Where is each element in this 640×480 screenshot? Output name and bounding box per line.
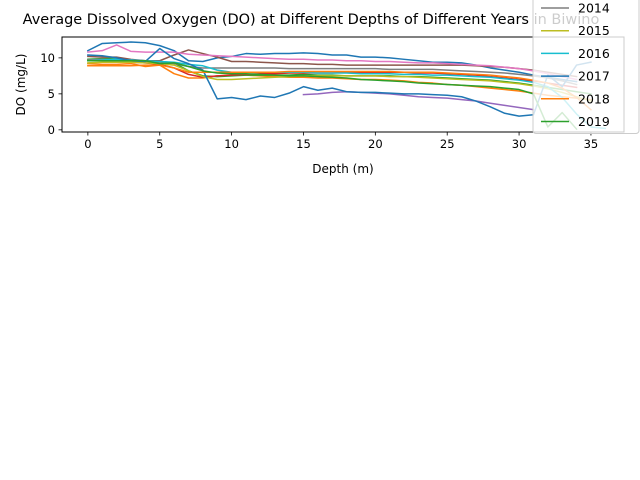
x-tick-label-20: 20	[368, 137, 383, 151]
series-layer	[86, 41, 607, 131]
x-tick-label-10: 10	[224, 137, 239, 151]
series-line-4	[302, 90, 535, 111]
y-tick-label-5: 5	[48, 87, 55, 101]
legend-label-2014: 2014	[578, 1, 610, 16]
legend: 2014 2015 2016 2017 2018 2019	[532, 0, 640, 134]
x-tick-label-15: 15	[296, 137, 311, 151]
series-line-0	[86, 41, 578, 83]
y-axis-label: DO (mg/L)	[14, 54, 28, 116]
x-tick-label-5: 5	[156, 137, 163, 151]
legend-box	[532, 0, 640, 134]
legend-label-2018: 2018	[578, 91, 610, 106]
x-tick-label-30: 30	[512, 137, 527, 151]
series-line-11	[87, 64, 592, 111]
legend-label-2017: 2017	[578, 69, 610, 84]
x-axis-label: Depth (m)	[312, 162, 373, 176]
y-tick-label-0: 0	[48, 123, 55, 137]
chart-title: Average Dissolved Oxygen (DO) at Differe…	[23, 12, 600, 28]
x-tick-label-0: 0	[84, 137, 91, 151]
legend-label-2015: 2015	[578, 23, 610, 38]
series-line-6	[87, 44, 578, 81]
x-axis: 0 5 10 15 20 25 30 35	[84, 132, 598, 151]
series-line-12	[87, 60, 578, 131]
legend-label-2016: 2016	[578, 46, 610, 61]
series-line-8	[87, 61, 592, 102]
x-tick-label-35: 35	[584, 137, 599, 151]
legend-label-2019: 2019	[578, 114, 610, 129]
y-axis: 0 5 10	[40, 51, 62, 137]
y-tick-label-10: 10	[40, 51, 55, 65]
x-tick-label-25: 25	[440, 137, 455, 151]
series-line-10	[87, 47, 592, 117]
